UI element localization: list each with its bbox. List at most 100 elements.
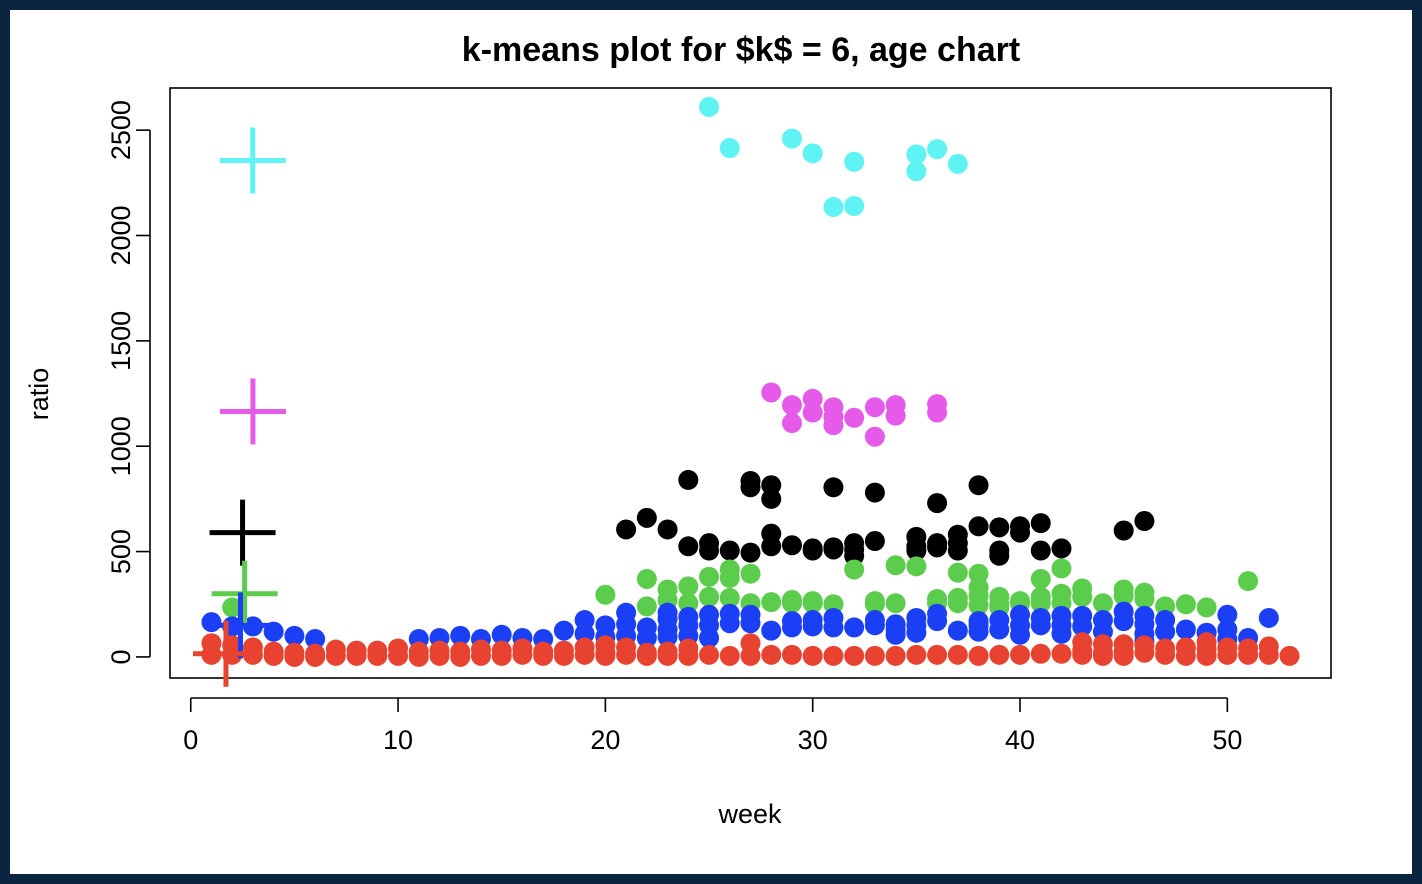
data-point — [595, 584, 616, 605]
data-point — [1030, 540, 1051, 561]
data-point — [553, 645, 574, 666]
data-point — [1030, 513, 1051, 534]
data-point — [491, 624, 512, 645]
data-point — [927, 402, 948, 423]
data-point — [864, 482, 885, 503]
data-point — [823, 594, 844, 615]
data-point — [1030, 593, 1051, 614]
data-point — [927, 644, 948, 665]
y-axis-label: ratio — [24, 368, 54, 421]
data-point — [574, 623, 595, 644]
data-point — [844, 617, 865, 638]
data-point — [802, 143, 823, 164]
data-point — [823, 539, 844, 560]
data-point — [864, 615, 885, 636]
data-point — [533, 645, 554, 666]
data-point — [470, 645, 491, 666]
data-point — [906, 644, 927, 665]
data-point — [678, 576, 699, 597]
data-point — [1238, 644, 1259, 665]
x-tick-label: 20 — [590, 725, 620, 755]
data-point — [740, 613, 761, 634]
data-point — [636, 645, 657, 666]
data-point — [1155, 621, 1176, 642]
data-point — [719, 567, 740, 588]
data-point — [781, 413, 802, 434]
data-point — [885, 405, 906, 426]
data-point — [553, 620, 574, 641]
y-tick-label: 2500 — [106, 100, 136, 160]
data-point — [823, 415, 844, 436]
x-tick-label: 0 — [183, 725, 198, 755]
cluster-5-points — [201, 601, 1279, 652]
data-point — [906, 622, 927, 643]
data-point — [781, 617, 802, 638]
data-point — [699, 586, 720, 607]
cluster-1-points — [699, 96, 968, 218]
data-point — [1258, 607, 1279, 628]
centroid-3-marker — [209, 499, 276, 566]
data-point — [761, 592, 782, 613]
x-tick-label: 10 — [383, 725, 413, 755]
data-point — [947, 562, 968, 583]
data-point — [574, 644, 595, 665]
data-point — [761, 488, 782, 509]
data-point — [906, 540, 927, 561]
chart-svg: k-means plot for $k$ = 6, age chart 0 10 2… — [24, 31, 1332, 829]
data-point — [989, 545, 1010, 566]
data-point — [1134, 642, 1155, 663]
data-point — [823, 197, 844, 218]
data-point — [947, 644, 968, 665]
centroid-1-marker — [219, 127, 286, 194]
centroid-4-marker — [211, 560, 278, 627]
data-point — [885, 555, 906, 576]
centroid-5-marker — [207, 592, 274, 659]
data-point — [1175, 619, 1196, 640]
data-point — [968, 621, 989, 642]
cluster-4-points — [222, 555, 1259, 618]
data-point — [968, 516, 989, 537]
data-point — [1258, 644, 1279, 665]
data-point — [740, 645, 761, 666]
data-point — [678, 469, 699, 490]
x-tick-label: 50 — [1212, 725, 1242, 755]
data-point — [346, 645, 367, 666]
data-point — [927, 139, 948, 160]
data-point — [1238, 571, 1259, 592]
data-point — [1279, 645, 1300, 666]
data-point — [864, 645, 885, 666]
data-point — [1113, 645, 1134, 666]
data-point — [802, 593, 823, 614]
data-point — [636, 507, 657, 528]
data-point — [1030, 615, 1051, 636]
data-point — [864, 397, 885, 418]
data-point — [906, 556, 927, 577]
data-point — [1196, 597, 1217, 618]
cluster-6-points — [201, 632, 1300, 667]
data-point — [968, 475, 989, 496]
data-point — [1072, 586, 1093, 607]
data-point — [616, 519, 637, 540]
data-point — [1175, 594, 1196, 615]
data-point — [719, 645, 740, 666]
data-point — [1113, 611, 1134, 632]
data-point — [885, 624, 906, 645]
y-tick-label: 1000 — [106, 416, 136, 476]
data-marks — [201, 96, 1300, 667]
data-point — [636, 568, 657, 589]
data-point — [885, 593, 906, 614]
data-point — [678, 536, 699, 557]
data-point — [1051, 643, 1072, 664]
data-point — [1051, 558, 1072, 579]
chart-title: k-means plot for $k$ = 6, age chart — [462, 31, 1020, 69]
data-point — [927, 493, 948, 514]
data-point — [906, 144, 927, 165]
data-point — [699, 96, 720, 117]
data-point — [1010, 644, 1031, 665]
data-point — [947, 540, 968, 561]
data-point — [864, 594, 885, 615]
cluster-2-points — [761, 382, 948, 447]
data-point — [844, 559, 865, 580]
data-point — [968, 595, 989, 616]
data-point — [802, 645, 823, 666]
